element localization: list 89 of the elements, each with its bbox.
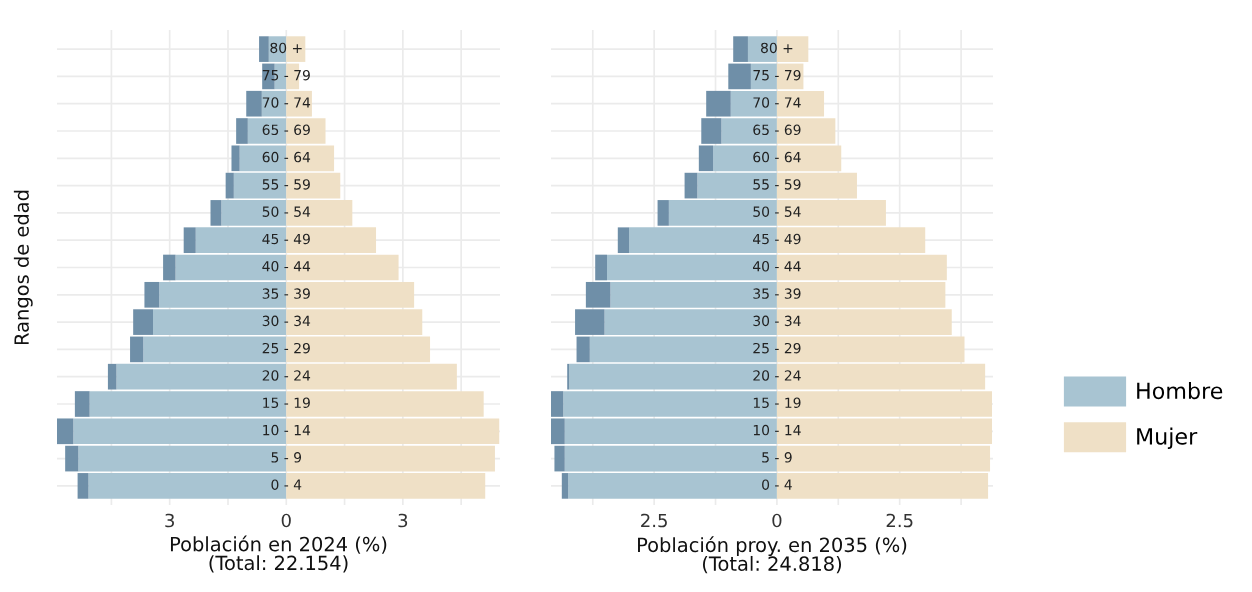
bar — [183, 227, 196, 254]
bar — [88, 473, 287, 499]
y-tick-label: 55 - 59 — [262, 179, 310, 190]
y-tick-label: 65 - 69 — [753, 124, 801, 136]
bar — [286, 172, 341, 199]
y-tick-label: 60 - 64 — [262, 151, 311, 163]
y-tick-label: 0 - 4 — [762, 479, 792, 490]
legend-label: Mujer — [1137, 427, 1198, 450]
bar — [233, 172, 287, 199]
bar — [747, 36, 777, 62]
y-tick-label: 80 + — [270, 42, 302, 54]
x-tick-label: 2.5 — [886, 513, 913, 528]
bar — [210, 200, 222, 226]
bar — [286, 445, 495, 472]
x-axis-title: Población en 2024 (%) (Total: 22.154) — [170, 535, 387, 573]
bar — [776, 254, 947, 281]
bar — [57, 418, 74, 445]
bar — [776, 172, 857, 199]
y-tick-label: 75 - 79 — [262, 69, 310, 81]
bar — [107, 363, 117, 390]
y-tick-label: 55 - 59 — [753, 179, 801, 190]
bar — [259, 36, 269, 62]
y-tick-label: 35 - 39 — [753, 288, 801, 299]
y-tick-label: 80 + — [760, 42, 793, 54]
bar — [697, 172, 777, 199]
bar — [561, 473, 569, 499]
y-tick-label: 75 - 79 — [753, 69, 801, 81]
bar — [568, 473, 777, 499]
y-tick-label: 60 - 64 — [753, 151, 801, 163]
bar — [595, 254, 607, 281]
bar — [286, 336, 431, 363]
y-tick-label: 70 - 74 — [262, 97, 311, 108]
y-tick-label: 45 - 49 — [753, 233, 801, 245]
bar — [728, 63, 751, 90]
y-tick-label: 40 - 44 — [753, 261, 801, 272]
bar — [776, 36, 809, 62]
x-axis-title: Población proy. en 2035 (%) (Total: 24.818) — [638, 536, 907, 574]
y-tick-label: 65 - 69 — [262, 124, 310, 136]
bar — [776, 473, 989, 499]
y-tick-label: 0 - 4 — [271, 479, 302, 490]
y-axis-title: Rangos de edad — [13, 190, 33, 345]
x-tick-label: 3 — [398, 513, 408, 528]
y-tick-label: 5 - 9 — [762, 452, 792, 463]
bar — [776, 445, 991, 472]
bar — [163, 254, 176, 281]
y-tick-label: 15 - 19 — [263, 397, 310, 409]
y-tick-label: 20 - 24 — [753, 370, 801, 381]
bar — [78, 445, 287, 472]
y-tick-label: 30 - 34 — [262, 315, 311, 327]
bar — [74, 391, 90, 417]
y-tick-label: 10 - 14 — [263, 424, 311, 436]
x-tick-label: 0 — [772, 513, 782, 528]
bar — [77, 473, 89, 499]
y-tick-label: 70 - 74 — [753, 97, 801, 108]
bar — [576, 336, 590, 363]
y-tick-label: 40 - 44 — [262, 261, 311, 272]
bar — [657, 200, 669, 226]
bar — [225, 172, 234, 199]
bar — [617, 227, 630, 254]
y-tick-label: 45 - 49 — [262, 233, 310, 245]
bar — [684, 172, 698, 199]
bar — [286, 473, 486, 499]
y-tick-label: 30 - 34 — [753, 315, 801, 327]
bar — [554, 445, 565, 472]
y-tick-label: 20 - 24 — [262, 370, 311, 381]
bar — [589, 336, 777, 363]
y-tick-label: 15 - 19 — [753, 397, 801, 409]
y-tick-label: 5 - 9 — [271, 452, 302, 463]
bar — [286, 254, 399, 281]
x-tick-label: 0 — [281, 513, 291, 528]
bar — [564, 445, 777, 472]
bar — [175, 254, 287, 281]
bar — [733, 36, 748, 62]
bar — [286, 36, 306, 62]
y-tick-label: 50 - 54 — [262, 206, 311, 217]
bar — [606, 254, 777, 281]
y-tick-label: 25 - 29 — [262, 342, 310, 354]
bar — [143, 336, 287, 363]
bar — [750, 63, 777, 90]
y-tick-label: 25 - 29 — [753, 342, 801, 354]
bar — [65, 445, 79, 472]
bar — [776, 336, 965, 363]
y-tick-label: 10 - 14 — [753, 424, 801, 436]
x-tick-label: 3 — [165, 513, 174, 528]
y-tick-label: 35 - 39 — [262, 288, 310, 299]
bar — [130, 336, 144, 363]
y-tick-label: 50 - 54 — [753, 206, 801, 217]
legend-label: Hombre — [1137, 381, 1223, 400]
x-tick-label: 2.5 — [641, 513, 667, 528]
